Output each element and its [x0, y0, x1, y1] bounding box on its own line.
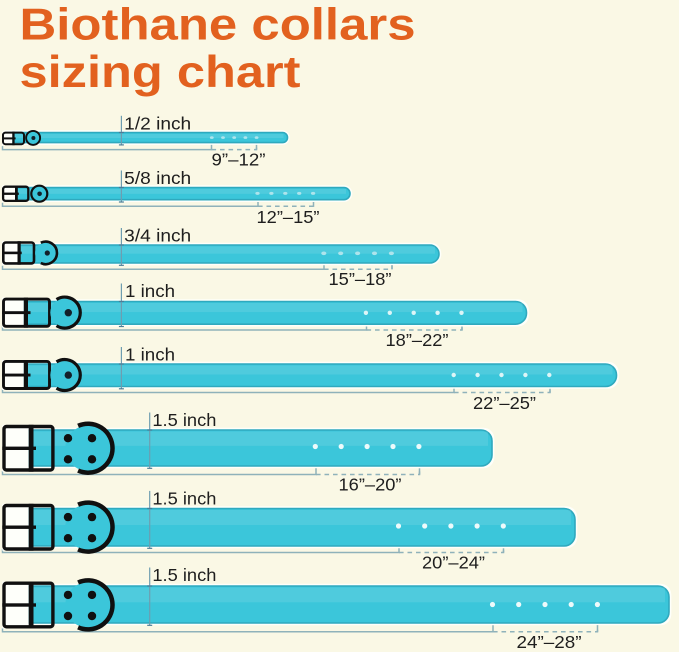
- svg-text:1 inch: 1 inch: [125, 281, 175, 301]
- svg-text:1.5 inch: 1.5 inch: [152, 565, 216, 585]
- svg-text:16”–20”: 16”–20”: [339, 475, 402, 495]
- svg-text:1.5 inch: 1.5 inch: [152, 488, 216, 508]
- svg-text:24”–28”: 24”–28”: [517, 632, 582, 652]
- svg-text:1.5 inch: 1.5 inch: [152, 410, 216, 430]
- svg-text:Biothane collars: Biothane collars: [20, 0, 416, 49]
- svg-text:1 inch: 1 inch: [125, 345, 175, 365]
- svg-text:15”–18”: 15”–18”: [329, 269, 392, 289]
- svg-text:3/4 inch: 3/4 inch: [124, 226, 191, 246]
- svg-text:1/2 inch: 1/2 inch: [124, 113, 191, 133]
- svg-text:5/8 inch: 5/8 inch: [124, 168, 191, 188]
- svg-text:20”–24”: 20”–24”: [422, 553, 485, 573]
- svg-text:22”–25”: 22”–25”: [473, 393, 536, 413]
- svg-text:18”–22”: 18”–22”: [386, 330, 449, 350]
- svg-text:sizing chart: sizing chart: [20, 48, 301, 97]
- svg-text:12”–15”: 12”–15”: [257, 207, 320, 227]
- svg-text:9”–12”: 9”–12”: [212, 149, 266, 169]
